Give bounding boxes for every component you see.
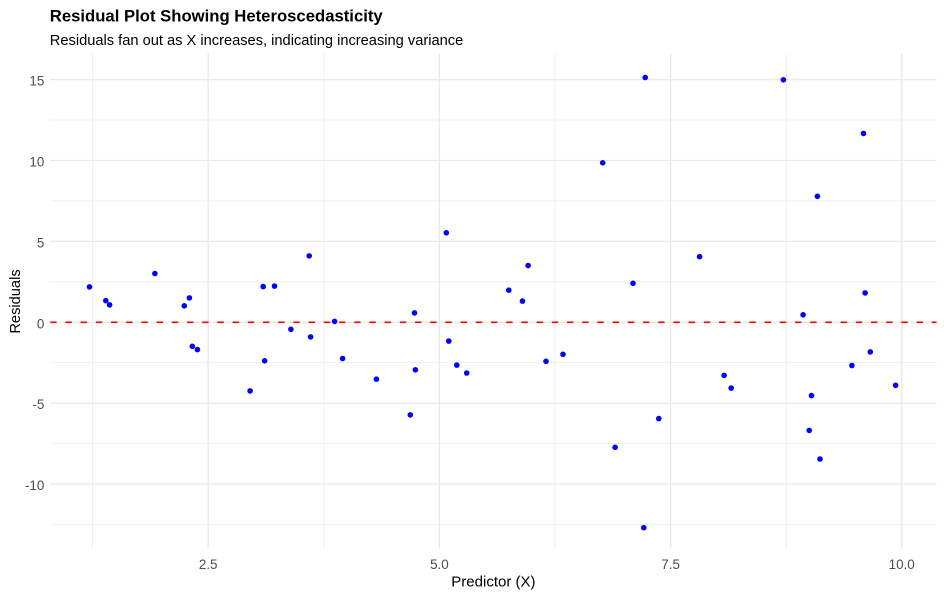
svg-text:Residuals: Residuals: [8, 269, 24, 333]
svg-text:5: 5: [37, 235, 44, 250]
svg-text:5.0: 5.0: [430, 557, 449, 572]
svg-text:Residuals fan out as X increas: Residuals fan out as X increases, indica…: [50, 33, 463, 49]
svg-text:-10: -10: [25, 478, 44, 493]
svg-text:2.5: 2.5: [199, 557, 218, 572]
svg-text:-5: -5: [32, 397, 44, 412]
svg-text:Residual Plot Showing Heterosc: Residual Plot Showing Heteroscedasticity: [50, 7, 384, 26]
svg-text:10.0: 10.0: [889, 557, 915, 572]
svg-text:Predictor (X): Predictor (X): [451, 573, 535, 590]
svg-text:0: 0: [37, 316, 44, 331]
svg-text:7.5: 7.5: [661, 557, 680, 572]
svg-text:10: 10: [29, 155, 44, 170]
svg-text:15: 15: [29, 74, 44, 89]
